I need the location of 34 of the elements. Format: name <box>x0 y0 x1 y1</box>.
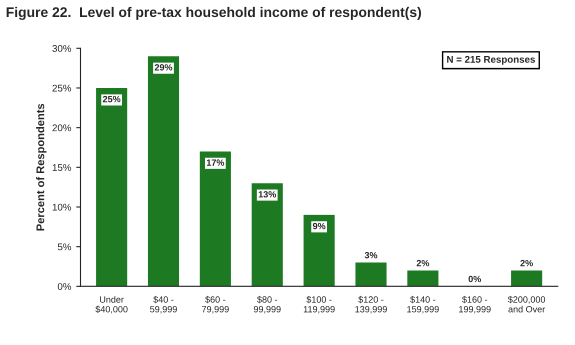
bar <box>252 183 283 286</box>
x-tick-label: $60 - 79,999 <box>202 296 229 314</box>
x-tick-label: $40 - 59,999 <box>150 296 177 314</box>
bar <box>355 262 387 286</box>
data-label: 0% <box>468 276 482 282</box>
x-tick-label: $140 - 159,999 <box>407 296 439 314</box>
bar <box>304 214 335 286</box>
bar <box>96 88 128 286</box>
x-tick-label: Under $40,000 <box>95 296 128 314</box>
x-tick-label: $120 - 139,999 <box>355 296 387 314</box>
y-tick-label: 20% <box>52 124 72 132</box>
x-tick-label: $200,000 and Over <box>508 296 546 312</box>
y-tick-label: 30% <box>52 45 72 52</box>
annotation: N = 215 Responses <box>447 56 535 65</box>
data-label: 29% <box>154 64 172 71</box>
data-label: 13% <box>258 191 276 198</box>
data-label: 9% <box>312 222 326 230</box>
chart-title: Figure 22. Level of pre-tax household income of respondent(s) <box>6 6 422 20</box>
y-tick-label: 25% <box>52 84 72 92</box>
data-label: 25% <box>102 96 120 102</box>
y-tick-label: 0% <box>58 283 72 290</box>
bar <box>148 56 180 286</box>
bar <box>200 151 231 286</box>
data-label: 2% <box>416 260 430 266</box>
data-label: 17% <box>206 159 224 166</box>
y-tick-label: 10% <box>52 204 72 211</box>
y-tick-label: 15% <box>52 164 72 171</box>
y-axis-title: Percent of Respondents <box>36 104 46 230</box>
x-tick-label: $100 - 119,999 <box>304 296 335 314</box>
x-tick-label: $160 - 199,999 <box>459 296 491 314</box>
x-tick-label: $80 - 99,999 <box>254 296 281 314</box>
data-label: 2% <box>520 260 533 266</box>
data-label: 3% <box>364 252 378 258</box>
y-tick-label: 5% <box>58 243 72 250</box>
